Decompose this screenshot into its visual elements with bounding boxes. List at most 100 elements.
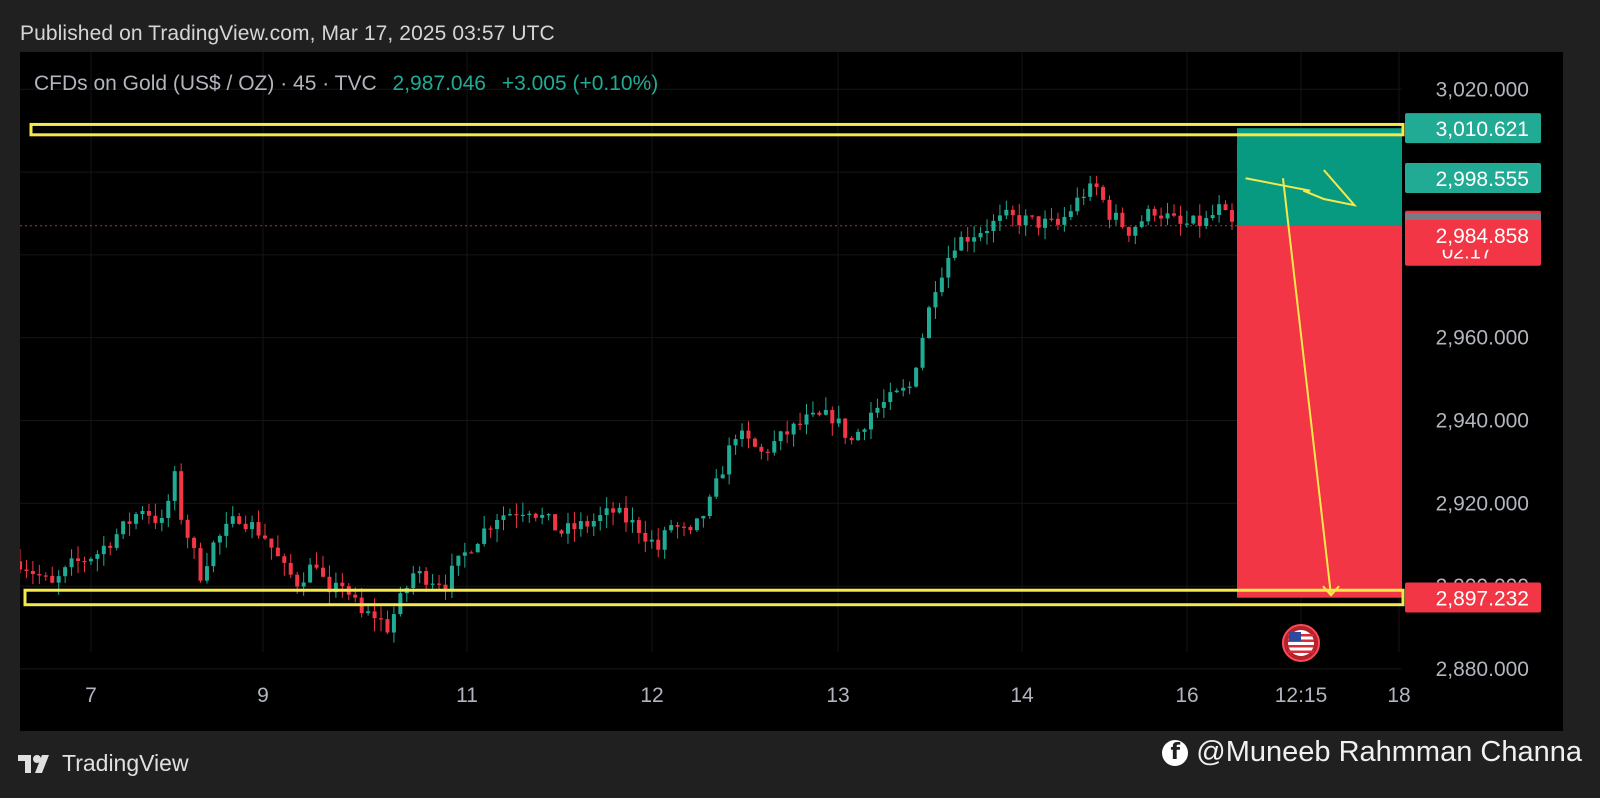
candle — [256, 522, 261, 536]
candle — [121, 521, 126, 535]
candle — [669, 525, 674, 531]
candle — [720, 474, 725, 479]
candle — [914, 367, 919, 387]
candle — [791, 423, 796, 435]
candle — [881, 402, 886, 408]
candle — [140, 511, 145, 515]
candle — [153, 515, 158, 523]
candle — [230, 516, 235, 524]
candle — [321, 567, 325, 577]
candle — [217, 535, 222, 543]
candle — [1178, 215, 1183, 224]
time-axis-label: 11 — [456, 684, 478, 707]
candle — [707, 496, 712, 517]
candle — [495, 519, 500, 530]
candle — [243, 523, 248, 530]
candle — [1062, 216, 1067, 225]
candle — [50, 575, 55, 583]
tradingview-logo-icon — [18, 754, 49, 773]
candle — [37, 574, 42, 576]
candle — [1171, 213, 1176, 216]
candle — [740, 430, 745, 440]
candlestick-chart[interactable]: 2,880.0002,900.0002,920.0002,940.0002,96… — [20, 52, 1563, 731]
candle — [30, 571, 35, 575]
candle — [1049, 218, 1054, 220]
author-credit: f @Muneeb Rahmman Channa — [1162, 736, 1582, 769]
price-tick-label: 2,940.000 — [1436, 409, 1529, 432]
price-tick-label: 3,020.000 — [1436, 78, 1529, 101]
candle — [952, 250, 957, 258]
candle — [585, 521, 590, 527]
candle — [1094, 183, 1099, 187]
candle — [417, 571, 422, 574]
chart-panel[interactable]: 2,880.0002,900.0002,920.0002,940.0002,96… — [20, 52, 1563, 731]
candle — [591, 520, 596, 527]
candle — [714, 478, 719, 497]
candle — [617, 507, 622, 513]
candle — [159, 517, 164, 523]
candle — [269, 538, 274, 548]
candle — [237, 516, 242, 524]
candle — [1133, 226, 1138, 236]
candle — [810, 412, 815, 415]
candle — [211, 542, 216, 567]
candle — [166, 500, 171, 518]
candle — [1230, 210, 1234, 222]
candle — [901, 387, 906, 391]
candle — [1004, 209, 1009, 216]
candle — [765, 451, 770, 453]
candle — [462, 552, 467, 556]
candle — [366, 611, 371, 614]
candle — [553, 514, 558, 531]
candle — [1126, 227, 1131, 236]
candle — [520, 514, 525, 517]
candle — [972, 237, 977, 242]
us-flag-stripe — [1288, 650, 1314, 653]
candle — [56, 576, 61, 583]
candle — [656, 539, 661, 550]
candle — [985, 231, 990, 234]
candle — [772, 441, 777, 453]
candle — [1120, 212, 1125, 228]
candle — [482, 528, 487, 544]
candle — [868, 412, 873, 430]
candle — [24, 569, 29, 572]
candle — [301, 582, 306, 587]
projection-path — [1245, 169, 1358, 207]
candle — [1223, 204, 1228, 211]
candle — [701, 516, 706, 519]
price-change: +3.005 (+0.10%) — [501, 72, 659, 95]
price-tick-label: 2,880.000 — [1436, 658, 1529, 681]
candle — [823, 409, 828, 415]
candle — [1204, 218, 1209, 226]
candle — [192, 537, 197, 549]
candle — [1017, 215, 1022, 226]
candle — [340, 582, 345, 587]
us-flag-canton — [1289, 632, 1301, 641]
candle — [946, 257, 951, 278]
candle — [1030, 215, 1035, 217]
candle — [572, 523, 577, 530]
candle — [198, 548, 203, 581]
candle — [250, 522, 255, 530]
credit-label: @Muneeb Rahmman Channa — [1196, 736, 1582, 768]
price-tick-label: 2,960.000 — [1436, 327, 1529, 350]
candle — [1113, 212, 1118, 220]
time-axis-label: 18 — [1387, 684, 1410, 707]
candle — [134, 514, 139, 524]
candle — [262, 535, 267, 539]
candle — [43, 575, 48, 577]
candle — [488, 528, 493, 530]
candle — [798, 423, 803, 425]
candle — [288, 562, 293, 575]
candle — [430, 583, 435, 585]
candle — [939, 277, 944, 293]
candle — [727, 445, 732, 475]
candle — [127, 521, 132, 524]
symbol-name: CFDs on Gold (US$ / OZ) · 45 · TVC — [34, 72, 377, 95]
candle — [888, 392, 893, 403]
candle — [391, 614, 396, 633]
tradingview-brand[interactable]: TradingView — [18, 750, 189, 777]
time-axis-label: 14 — [1010, 684, 1034, 707]
candle — [991, 220, 996, 232]
